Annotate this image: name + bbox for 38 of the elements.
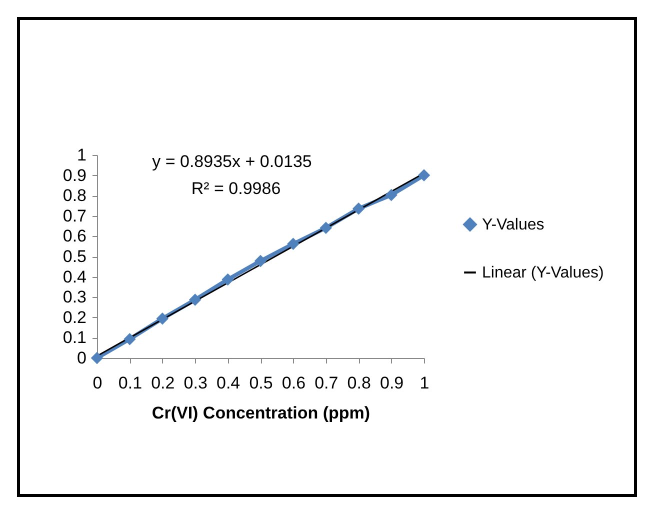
y-tick-label: 0.8	[62, 186, 86, 206]
point	[320, 222, 332, 234]
annotation: R² = 0.9986	[191, 179, 281, 198]
y-tick-label: 0.4	[62, 267, 86, 286]
y-tick-label: 0.1	[62, 328, 86, 348]
x-tick-label: 0.8	[347, 374, 371, 392]
y-tick-label: 0.9	[62, 166, 86, 185]
x-tick-label: 0.6	[282, 374, 306, 392]
y-tick-label: 0	[77, 348, 86, 368]
point	[90, 352, 104, 364]
y-tick-label: 0.6	[62, 226, 86, 246]
y-tick-label: 0.2	[62, 308, 86, 327]
x-tick-label: 0.4	[216, 374, 240, 392]
point	[287, 238, 300, 250]
x-axis-title: Cr(VI) Concentration (ppm)	[152, 404, 370, 422]
annotation: y = 0.8935x + 0.0135	[152, 152, 312, 171]
y-tick-label: 1	[77, 146, 86, 164]
point	[222, 273, 234, 286]
x-tick-label: 0.9	[380, 374, 404, 392]
x-tick-label: 0	[92, 374, 102, 392]
x-tick-label: 0.1	[118, 374, 142, 392]
x-tick-label: 0.2	[151, 374, 175, 392]
y-tick-label: 0.3	[62, 288, 86, 307]
point	[254, 254, 267, 268]
point	[418, 169, 430, 182]
legend-label: Linear (Y-Values)	[482, 264, 604, 282]
x-tick-label: 0.3	[184, 374, 208, 392]
point	[156, 312, 169, 325]
point	[188, 294, 202, 306]
x-tick-label: 0.5	[249, 374, 273, 392]
y-tick-label: 0.5	[62, 247, 86, 266]
point	[352, 202, 365, 215]
point	[385, 188, 398, 202]
x-tick-label: 0.7	[314, 374, 338, 392]
x-tick-label: 1	[420, 374, 430, 392]
legend-label: Y-Values	[482, 216, 544, 234]
y-tick-label: 0.7	[62, 206, 86, 226]
point	[124, 332, 136, 346]
